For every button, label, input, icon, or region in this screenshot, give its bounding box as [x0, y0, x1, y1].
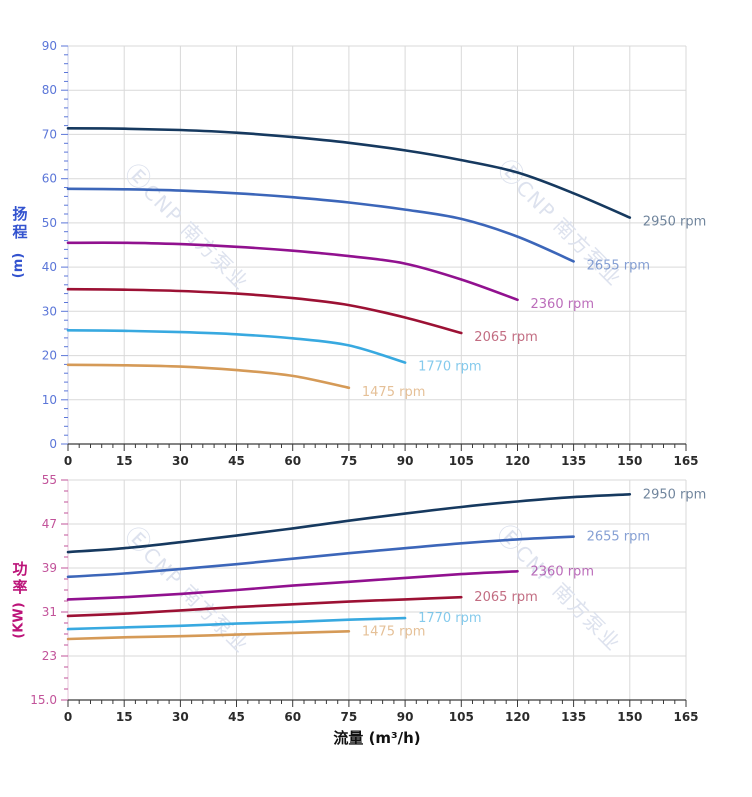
head-y-tick-label-60: 60 [42, 172, 57, 186]
power-x-tick-label-0: 0 [64, 710, 72, 724]
head-curve-label-1770-rpm: 1770 rpm [418, 360, 481, 375]
power-curve-2360-rpm [66, 570, 519, 601]
power-y-tick-label-39: 39 [42, 561, 57, 575]
head-y-tick-label-90: 90 [42, 39, 57, 53]
head-x-tick-label-0: 0 [64, 454, 72, 468]
head-y-tick-label-0: 0 [49, 437, 57, 451]
head-y-tick-label-20: 20 [42, 349, 57, 363]
head-axis-unit: (m) [11, 252, 27, 279]
power-x-tick-label-45: 45 [228, 710, 245, 724]
power-curve-2655-rpm [66, 535, 575, 579]
head-y-tick-label-10: 10 [42, 393, 57, 407]
power-y-tick-label-15: 15.0 [30, 693, 57, 707]
head-x-tick-label-75: 75 [341, 454, 358, 468]
power-y-tick-label-23: 23 [42, 649, 57, 663]
head-curve-2950-rpm [66, 127, 632, 219]
power-curve-label-2065-rpm: 2065 rpm [474, 590, 537, 605]
head-x-tick-label-120: 120 [505, 454, 530, 468]
power-axis-title-text: 功率 [10, 561, 29, 597]
power-x-tick-label-120: 120 [505, 710, 530, 724]
head-curve-label-2655-rpm: 2655 rpm [587, 258, 650, 273]
head-x-tick-label-105: 105 [449, 454, 474, 468]
power-curve-2065-rpm [66, 595, 463, 618]
power-y-tick-label-31: 31 [42, 605, 57, 619]
power-curve-label-2950-rpm: 2950 rpm [643, 487, 706, 502]
power-curve-2950-rpm [66, 493, 632, 554]
head-x-tick-label-150: 150 [617, 454, 642, 468]
head-x-tick-label-45: 45 [228, 454, 245, 468]
head-y-tick-label-40: 40 [42, 260, 57, 274]
power-x-tick-label-15: 15 [116, 710, 133, 724]
power-curve-label-2655-rpm: 2655 rpm [587, 530, 650, 545]
head-x-tick-label-90: 90 [397, 454, 414, 468]
power-axis-title: 功率 (KW) [8, 561, 30, 639]
head-y-tick-label-50: 50 [42, 216, 57, 230]
power-x-tick-label-90: 90 [397, 710, 414, 724]
head-curve-label-2065-rpm: 2065 rpm [474, 330, 537, 345]
head-x-tick-label-15: 15 [116, 454, 133, 468]
head-y-tick-label-30: 30 [42, 304, 57, 318]
power-curve-1770-rpm [66, 616, 407, 631]
head-y-tick-label-80: 80 [42, 83, 57, 97]
power-x-tick-label-150: 150 [617, 710, 642, 724]
head-x-tick-label-30: 30 [172, 454, 189, 468]
head-x-tick-label-135: 135 [561, 454, 586, 468]
head-axis-title-text: 扬程 [10, 206, 29, 242]
power-curve-label-1770-rpm: 1770 rpm [418, 611, 481, 626]
power-x-tick-label-105: 105 [449, 710, 474, 724]
power-y-tick-label-55: 55 [42, 473, 57, 487]
power-curve-label-2360-rpm: 2360 rpm [531, 564, 594, 579]
head-axis-title: 扬程 (m) [8, 206, 30, 278]
power-x-tick-label-135: 135 [561, 710, 586, 724]
head-curve-label-2360-rpm: 2360 rpm [531, 297, 594, 312]
flow-axis-title: 流量 (m³/h) [333, 729, 421, 747]
head-x-tick-label-60: 60 [284, 454, 301, 468]
head-curve-2360-rpm [66, 241, 519, 302]
head-y-tick-label-70: 70 [42, 127, 57, 141]
power-axis-unit: (KW) [11, 602, 27, 639]
head-curve-1475-rpm [66, 363, 351, 390]
power-x-tick-label-165: 165 [673, 710, 698, 724]
head-curve-label-2950-rpm: 2950 rpm [643, 215, 706, 230]
head-curve-2655-rpm [66, 187, 575, 263]
head-curve-1770-rpm [66, 329, 407, 364]
power-x-tick-label-75: 75 [341, 710, 358, 724]
head-x-tick-label-165: 165 [673, 454, 698, 468]
power-x-tick-label-30: 30 [172, 710, 189, 724]
power-curve-1475-rpm [66, 630, 351, 641]
head-curve-label-1475-rpm: 1475 rpm [362, 385, 425, 400]
head-curve-2065-rpm [66, 287, 463, 335]
power-x-tick-label-60: 60 [284, 710, 301, 724]
power-curve-label-1475-rpm: 1475 rpm [362, 624, 425, 639]
power-y-tick-label-47: 47 [42, 517, 57, 531]
